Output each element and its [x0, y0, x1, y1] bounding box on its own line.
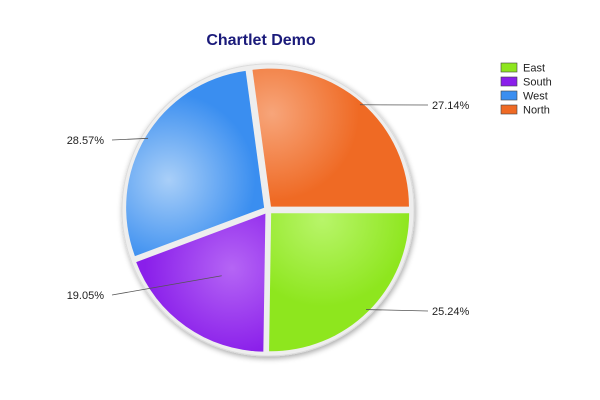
slice-label-east: 25.24% [432, 306, 470, 318]
legend-label-east: East [523, 63, 545, 75]
legend-swatch-east [500, 62, 518, 73]
pie-slice-north [252, 68, 409, 207]
leader-line-west [111, 137, 149, 141]
legend: East South West North [500, 62, 552, 117]
legend-label-north: North [523, 105, 550, 117]
legend-swatch-south [500, 76, 518, 87]
legend-swatch-north [500, 104, 518, 115]
legend-label-west: West [523, 91, 548, 103]
pie-slice-west [126, 70, 265, 257]
slice-label-west: 28.57% [67, 135, 105, 147]
slice-labels: 25.24% 19.05% 28.57% 27.14% [67, 100, 470, 318]
leader-line-east [366, 309, 429, 312]
slice-label-north: 27.14% [432, 100, 470, 112]
legend-swatch-west [500, 90, 518, 101]
legend-label-south: South [523, 77, 552, 89]
slice-label-south: 19.05% [67, 290, 105, 302]
leader-lines [111, 104, 429, 312]
pie-slices [126, 68, 410, 352]
leader-line-south [111, 275, 222, 296]
pie-slice-south [136, 213, 266, 352]
pie-plot: 25.24% 19.05% 28.57% 27.14% [67, 63, 470, 357]
chart-title: Chartlet Demo [206, 32, 316, 49]
pie-slice-east [269, 213, 410, 352]
